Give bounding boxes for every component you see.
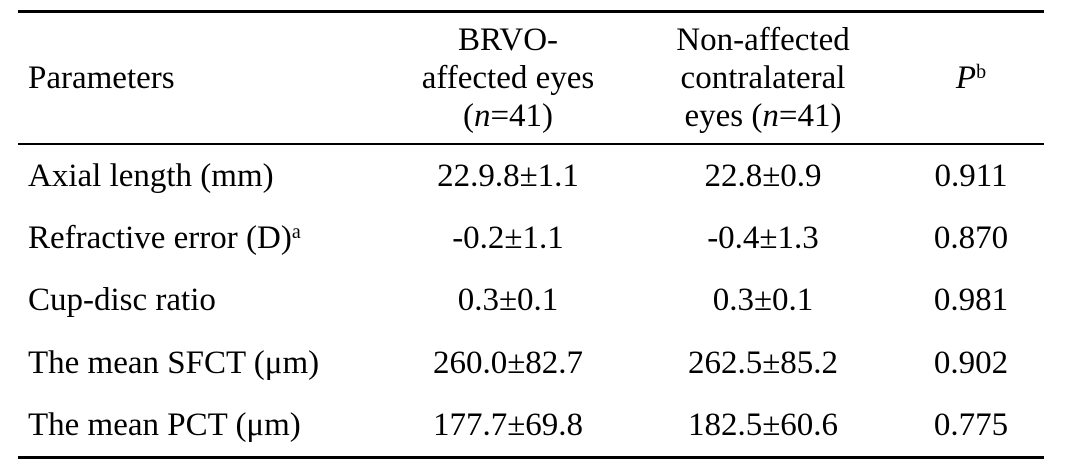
table-row: The mean SFCT (μm) 260.0±82.7 262.5±85.2 0.… [18,332,1044,394]
table-row: The mean PCT (μm) 177.7±69.8 182.5±60.6 0.7… [18,394,1044,456]
header-non-line2: contralateral [680,60,846,96]
cell-p-value: 0.870 [933,220,1009,257]
header-brvo-line2: affected eyes [421,60,595,96]
cell-brvo: 22.9.8±1.1 [437,158,579,194]
header-brvo-paren: ( [462,98,474,134]
header-brvo-count: =41) [490,98,554,134]
cell-parameter: The mean PCT (μm) [28,394,398,456]
cell-parameter: Refractive error (D)a [28,207,398,269]
cell-non-affected: 262.5±85.2 [687,344,839,381]
parameter-label: The mean SFCT (μm) [28,344,320,381]
cell-parameter: Cup-disc ratio [28,269,398,331]
cell-parameter: The mean SFCT (μm) [28,332,398,394]
cell-non-affected: 22.8±0.9 [704,158,822,194]
cell-parameter: Axial length (mm) [28,145,398,207]
header-non-count: =41) [778,98,842,134]
header-non-eyes: eyes ( [684,98,763,134]
header-brvo-line3: (n=41) [422,97,595,135]
cell-p-value: 0.981 [933,282,1009,319]
header-p-wrap: Pb [956,59,986,97]
header-brvo: BRVO- affected eyes (n=41) [398,13,618,143]
cell-non-affected: 0.3±0.1 [712,282,814,319]
parameter-label: Axial length (mm) [28,158,274,194]
cell-p-value: 0.775 [933,406,1009,443]
header-p-value: Pb [898,13,1044,143]
parameter-label: Refractive error (D) [28,220,292,257]
parameter-footnote: a [291,221,301,244]
cell-brvo: -0.2±1.1 [452,220,564,257]
cell-brvo: 177.7±69.8 [432,406,584,443]
cell-non-affected: 182.5±60.6 [687,406,839,443]
table-bottom-rule [18,456,1044,459]
header-parameters-label: Parameters [28,60,175,96]
table-top-rule [18,10,1044,13]
header-non-n: n [762,98,779,134]
header-non-affected: Non-affected contralateral eyes (n=41) [638,13,888,143]
header-p-footnote: b [976,61,987,83]
header-brvo-n: n [473,98,491,134]
parameter-label: The mean PCT (μm) [28,406,301,443]
table-row: Cup-disc ratio 0.3±0.1 0.3±0.1 0.981 [18,269,1044,331]
header-non-line1: Non-affected [676,22,850,58]
table-body: Axial length (mm) 22.9.8±1.1 22.8±0.9 0.911… [18,145,1044,456]
table-row: Refractive error (D)a -0.2±1.1 -0.4±1.3 0.8… [18,207,1044,269]
header-p-label: P [955,60,977,96]
header-parameters: Parameters [28,13,398,143]
cell-p-value: 0.911 [934,158,1008,194]
cell-brvo: 0.3±0.1 [457,282,559,319]
header-brvo-line1: BRVO- [457,22,559,58]
cell-non-affected: -0.4±1.3 [707,220,819,257]
table-header-rule [18,143,1044,145]
table-row: Axial length (mm) 22.9.8±1.1 22.8±0.9 0.911 [18,145,1044,207]
table-header: Parameters BRVO- affected eyes (n=41) No… [18,13,1044,143]
header-non-line3: eyes (n=41) [676,97,849,135]
cell-brvo: 260.0±82.7 [432,344,584,381]
cell-p-value: 0.902 [933,344,1009,381]
parameter-label: Cup-disc ratio [28,282,216,319]
